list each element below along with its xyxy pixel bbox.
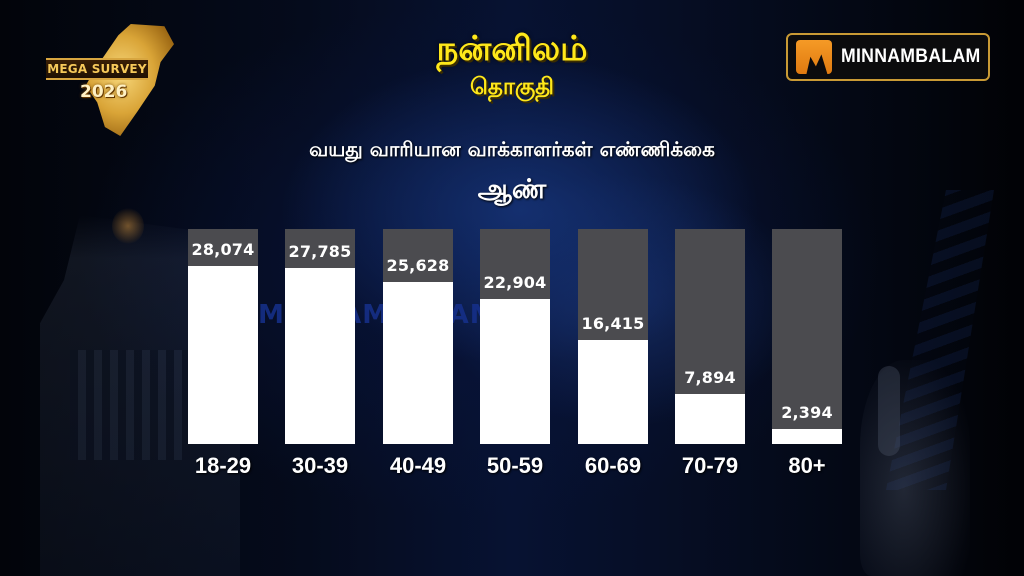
bar-value-label: 27,785	[288, 242, 352, 261]
bar-value-label: 7,894	[684, 368, 736, 387]
mega-survey-logo: MEGA SURVEY 2026	[40, 22, 174, 140]
bar-value-label: 28,074	[191, 240, 255, 259]
bar-70-79: 7,894	[675, 229, 745, 444]
bar-fill	[383, 282, 453, 444]
bar-fill	[188, 266, 258, 444]
bar-fill	[480, 299, 550, 444]
bar-fill	[772, 429, 842, 444]
gender-label: ஆண்	[477, 174, 547, 205]
category-label: 18-29	[194, 453, 252, 478]
chart-title: வயது வாரியான வாக்காளர்கள் எண்ணிக்கை	[309, 137, 715, 161]
brand-name: MINNAMBALAM	[841, 46, 981, 67]
bar-30-39: 27,785	[285, 229, 355, 444]
constituency-title: நன்னிலம்	[436, 29, 588, 69]
bar-value-label: 22,904	[483, 273, 547, 292]
mega-survey-ribbon: MEGA SURVEY	[46, 58, 148, 80]
bar-fill	[675, 394, 745, 444]
mega-survey-year: 2026	[80, 82, 128, 102]
bar-18-29: 28,074	[188, 229, 258, 444]
bar-60-69: 16,415	[578, 229, 648, 444]
category-label: 70-79	[681, 453, 739, 478]
background-finger-image	[878, 366, 900, 456]
bar-40-49: 25,628	[383, 229, 453, 444]
bar-80+: 2,394	[772, 229, 842, 444]
bar-fill	[285, 268, 355, 444]
constituency-suffix: தொகுதி	[469, 74, 555, 100]
bar-value-label: 2,394	[781, 403, 833, 422]
bar-fill	[578, 340, 648, 444]
minnambalam-brand-logo: MINNAMBALAM	[786, 33, 990, 81]
background-building-columns	[70, 350, 190, 460]
category-label: 80+	[788, 453, 826, 478]
background-hand-image	[860, 360, 970, 576]
background-emblem-icon	[112, 208, 144, 244]
category-label: 50-59	[486, 453, 544, 478]
category-label: 30-39	[291, 453, 349, 478]
bar-50-59: 22,904	[480, 229, 550, 444]
minnambalam-m-icon	[796, 40, 832, 74]
category-label: 40-49	[389, 453, 447, 478]
mega-survey-title: MEGA SURVEY	[47, 62, 147, 76]
bar-value-label: 16,415	[581, 314, 645, 333]
bar-value-label: 25,628	[386, 256, 450, 275]
category-label: 60-69	[584, 453, 642, 478]
